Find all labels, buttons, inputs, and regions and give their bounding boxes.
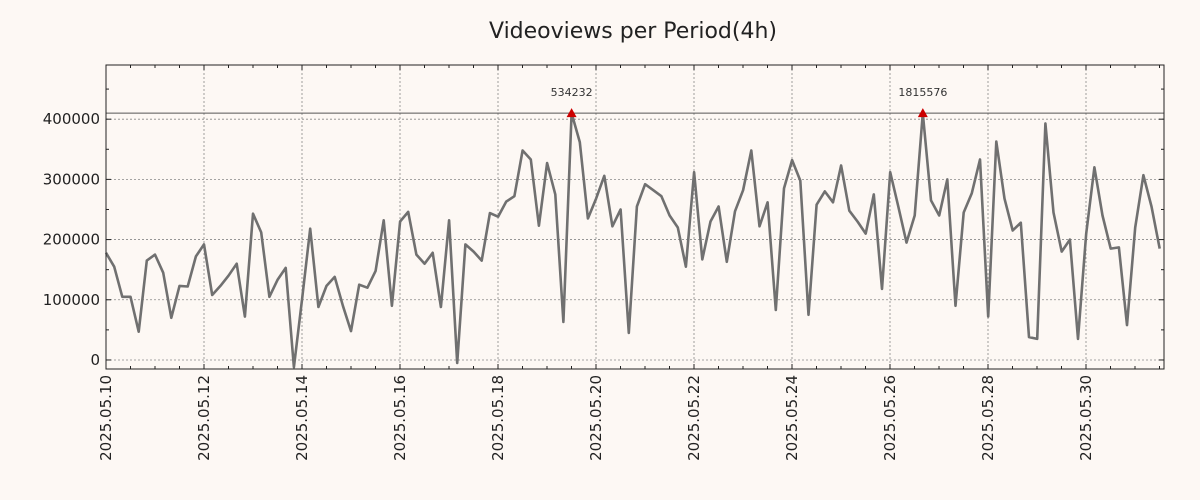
chart-title: Videoviews per Period(4h) bbox=[489, 19, 777, 44]
x-tick-label: 2025.05.10 bbox=[97, 375, 115, 461]
x-tick-label: 2025.05.28 bbox=[979, 375, 997, 461]
x-tick-label: 2025.05.30 bbox=[1077, 375, 1095, 461]
x-tick-label: 2025.05.12 bbox=[195, 375, 213, 461]
y-tick-label: 100000 bbox=[43, 291, 100, 309]
y-tick-label: 200000 bbox=[43, 231, 100, 249]
x-tick-label: 2025.05.14 bbox=[293, 375, 311, 461]
x-tick-label: 2025.05.26 bbox=[881, 375, 899, 461]
x-tick-label: 2025.05.16 bbox=[391, 375, 409, 461]
x-tick-label: 2025.05.24 bbox=[783, 375, 801, 461]
y-tick-label: 300000 bbox=[43, 170, 100, 188]
peak-marker bbox=[566, 108, 577, 118]
marker-layer: 534232 1815576 bbox=[551, 86, 947, 118]
plot-frame bbox=[105, 64, 1165, 370]
x-tick-label: 2025.05.18 bbox=[489, 375, 507, 461]
peak-annotation: 534232 bbox=[551, 86, 593, 99]
x-tick-label: 2025.05.20 bbox=[587, 375, 605, 461]
x-tick-label: 2025.05.22 bbox=[685, 375, 703, 461]
peak-annotation: 1815576 bbox=[898, 86, 947, 99]
peak-marker bbox=[917, 108, 928, 118]
y-tick-label: 400000 bbox=[43, 110, 100, 128]
tick-layer: 0 100000 200000 300000 400000 2025.05.10 2025.… bbox=[43, 65, 1164, 461]
series-line-videoviews bbox=[104, 111, 1161, 369]
y-tick-label: 0 bbox=[90, 351, 100, 369]
